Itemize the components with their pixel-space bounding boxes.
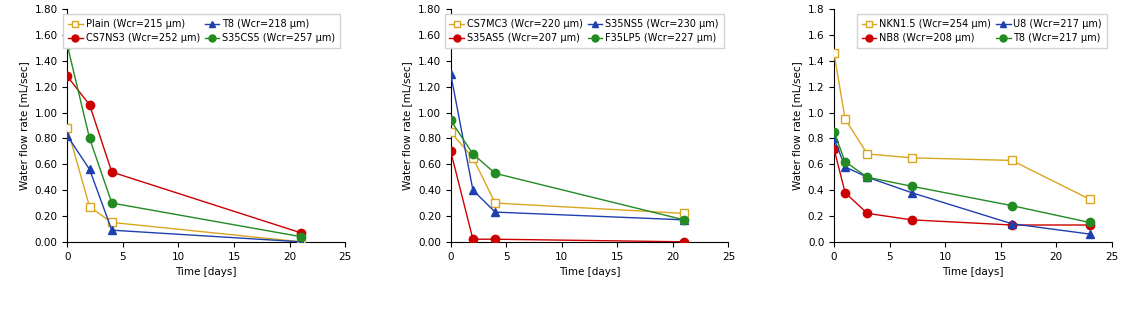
X-axis label: Time [days]: Time [days] — [175, 267, 237, 277]
Legend: NKN1.5 (Wcr=254 μm), NB8 (Wcr=208 μm), U8 (Wcr=217 μm), T8 (Wcr=217 μm): NKN1.5 (Wcr=254 μm), NB8 (Wcr=208 μm), U… — [857, 14, 1107, 48]
Y-axis label: Water flow rate [mL/sec]: Water flow rate [mL/sec] — [792, 61, 802, 190]
Legend: Plain (Wcr=215 μm), CS7NS3 (Wcr=252 μm), T8 (Wcr=218 μm), S35CS5 (Wcr=257 μm): Plain (Wcr=215 μm), CS7NS3 (Wcr=252 μm),… — [63, 14, 340, 48]
X-axis label: Time [days]: Time [days] — [942, 267, 1004, 277]
Y-axis label: Water flow rate [mL/sec]: Water flow rate [mL/sec] — [19, 61, 29, 190]
Legend: CS7MC3 (Wcr=220 μm), S35AS5 (Wcr=207 μm), S35NS5 (Wcr=230 μm), F35LP5 (Wcr=227 μ: CS7MC3 (Wcr=220 μm), S35AS5 (Wcr=207 μm)… — [445, 14, 723, 48]
X-axis label: Time [days]: Time [days] — [559, 267, 620, 277]
Y-axis label: Water flow rate [mL/sec]: Water flow rate [mL/sec] — [402, 61, 412, 190]
